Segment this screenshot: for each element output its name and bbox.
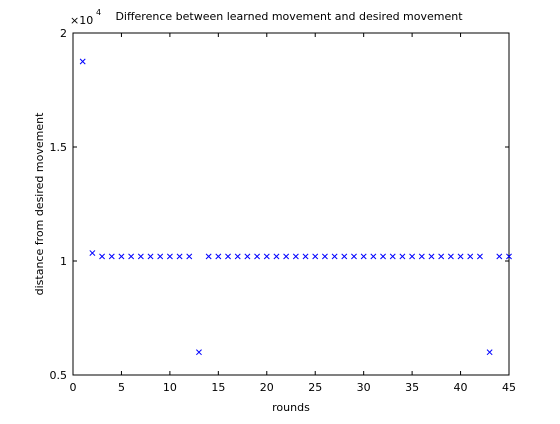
data-point: [438, 253, 445, 260]
data-point: [312, 253, 319, 260]
data-point: [128, 253, 135, 260]
x-tick-label: 30: [357, 381, 371, 394]
x-tick-label: 25: [308, 381, 322, 394]
data-point: [137, 253, 144, 260]
data-point: [234, 253, 241, 260]
plot-area: [72, 32, 510, 376]
y-tick-label: 1.5: [50, 141, 68, 154]
chart-title: Difference between learned movement and …: [115, 10, 463, 23]
data-point: [283, 253, 290, 260]
data-point: [244, 253, 251, 260]
data-point: [89, 250, 96, 256]
data-point: [254, 253, 261, 260]
y-tick-label: 0.5: [50, 369, 68, 382]
data-point: [380, 253, 386, 260]
y-axis-label: distance from desired movement: [33, 112, 46, 295]
x-tick-label: 15: [211, 381, 225, 394]
x-tick-label: 45: [502, 381, 516, 394]
y-tick-label: 1: [60, 255, 67, 268]
data-point: [196, 349, 202, 356]
y-tick-label: 2: [60, 27, 67, 40]
data-point: [118, 253, 125, 260]
y-exponent-label: ×10 4: [70, 8, 101, 27]
data-point: [147, 253, 154, 260]
data-point: [351, 253, 357, 260]
y-axis: 0.5 1 1.5 2: [50, 27, 509, 382]
data-point: [467, 253, 474, 260]
data-point: [370, 253, 377, 260]
x-tick-label: 10: [163, 381, 177, 394]
x-tick-label: 0: [70, 381, 77, 394]
data-point: [263, 253, 270, 260]
data-points: [79, 58, 512, 356]
data-point: [506, 253, 512, 260]
data-point: [108, 253, 115, 260]
data-point: [418, 253, 425, 260]
data-point: [176, 253, 183, 260]
data-point: [205, 253, 212, 260]
data-point: [457, 253, 464, 260]
data-point: [496, 253, 503, 260]
x-tick-label: 20: [260, 381, 274, 394]
x-axis: 0 5 10 15 20 25 30 35 40 45: [70, 33, 516, 394]
data-point: [447, 253, 454, 260]
data-point: [225, 253, 231, 260]
x-tick-label: 35: [405, 381, 419, 394]
data-point: [486, 349, 493, 356]
data-point: [341, 253, 348, 260]
data-point: [476, 253, 483, 260]
data-point: [99, 253, 106, 260]
data-point: [273, 253, 280, 260]
data-point: [292, 253, 299, 260]
data-point: [157, 253, 164, 260]
data-point: [399, 253, 406, 260]
data-point: [186, 253, 193, 260]
data-point: [428, 253, 435, 260]
x-tick-label: 5: [118, 381, 125, 394]
data-point: [389, 253, 396, 260]
x-tick-label: 40: [454, 381, 468, 394]
y-exponent-base: ×10: [70, 14, 93, 27]
data-point: [360, 253, 367, 260]
x-axis-label: rounds: [272, 401, 310, 414]
data-point: [409, 253, 416, 260]
data-point: [321, 253, 328, 260]
data-point: [79, 58, 86, 65]
data-point: [215, 253, 222, 260]
data-point: [166, 253, 173, 260]
y-exponent-power: 4: [96, 8, 101, 17]
data-point: [331, 253, 338, 260]
data-point: [302, 253, 309, 260]
